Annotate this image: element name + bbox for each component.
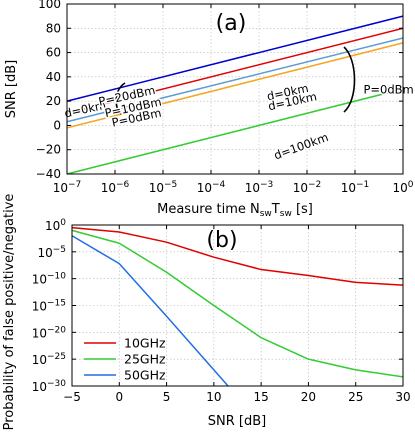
panel-a-ytick-label: −20 <box>36 143 61 157</box>
panel-a-xtick-label: 10−6 <box>101 180 130 195</box>
panel-a-xtick-label: 10−5 <box>149 180 178 195</box>
legend-label-2: 50GHz <box>124 368 166 383</box>
panel-b-ticks: −5 0 5 10 15 20 25 30 10−30 10−25 10−20 10−15 10−10 1… <box>32 218 411 404</box>
panel-b-xtick-label: 20 <box>301 390 316 404</box>
panel-a-xtick-label: 10−1 <box>341 180 370 195</box>
panel-b-xtick-label: 5 <box>163 390 171 404</box>
panel-b-xtick-label: 30 <box>395 390 410 404</box>
panel-a-series-line-4 <box>66 88 404 175</box>
panel-b-ytick-label: 10−10 <box>32 272 67 287</box>
panel-b-xtick-label: 15 <box>254 390 269 404</box>
panel-a-ytick-label: 100 <box>38 0 61 11</box>
panel-b-label: (b) <box>206 228 237 253</box>
panel-b-series-line-2 <box>71 235 229 387</box>
panel-a-label: (a) <box>216 11 247 36</box>
legend-label-1: 25GHz <box>124 352 166 367</box>
panel-b-ytick-label: 10−5 <box>37 245 66 260</box>
panel-b: −5 0 5 10 15 20 25 30 10−30 10−25 10−20 10−15 10−10 1… <box>2 194 411 431</box>
panel-a-annotation-7: P=0dBm <box>363 83 413 97</box>
panel-a-ytick-label: 0 <box>53 118 61 132</box>
panel-b-series-line-1 <box>71 229 404 378</box>
panel-a-xtick-label: 10−4 <box>197 180 226 195</box>
panel-b-ytick-label: 10−30 <box>32 379 67 394</box>
panel-a-series-line-3 <box>66 42 404 129</box>
panel-a-series-line-1 <box>66 27 404 115</box>
panel-a-ytick-label: 60 <box>46 46 61 60</box>
panel-a-xlabel: Measure time NswTsw [s] <box>157 202 313 219</box>
brace-left <box>115 82 126 115</box>
panel-a-xtick-label: 10−7 <box>53 180 82 195</box>
panel-b-xtick-label: 0 <box>115 390 123 404</box>
panel-a-ytick-label: 80 <box>46 21 61 35</box>
brace-right <box>343 46 356 113</box>
panel-a-annotations: d=0kmP=20dBmP=10dBmP=0dBmd=0kmd=10kmd=10… <box>62 79 415 164</box>
panel-b-ytick-label: 10−20 <box>32 325 67 340</box>
panel-b-xlabel: SNR [dB] <box>208 414 266 429</box>
panel-a-ytick-label: 20 <box>46 94 61 108</box>
panel-a-series <box>66 15 404 175</box>
panel-a-annotation-6: d=100km <box>272 130 330 163</box>
panel-b-xtick-label: 10 <box>206 390 221 404</box>
panel-b-xtick-label: −5 <box>63 390 81 404</box>
panel-a-ytick-label: −40 <box>36 167 61 181</box>
panel-b-ytick-label: 100 <box>45 218 66 233</box>
panel-a-xtick-label: 10−3 <box>245 180 274 195</box>
panel-a-ticks: 10−7 10−6 10−5 10−4 10−3 10−2 10−1 100 −40 −20 0 20… <box>36 0 414 195</box>
panel-a-braces <box>115 46 356 115</box>
legend-label-0: 10GHz <box>124 336 166 351</box>
panel-b-xtick-label: 25 <box>348 390 363 404</box>
panel-b-ytick-label: 10−15 <box>32 299 66 314</box>
panel-a-xtick-label: 100 <box>392 180 413 195</box>
panel-b-series <box>71 226 404 387</box>
panel-b-series-line-0 <box>71 226 404 286</box>
panel-a-ylabel: SNR [dB] <box>4 60 19 118</box>
panel-b-ytick-label: 10−25 <box>32 352 66 367</box>
panel-a-frame <box>66 3 404 175</box>
panel-a-xtick-label: 10−2 <box>293 180 322 195</box>
panel-b-ylabel: Probability of false positive/negative <box>2 194 17 431</box>
panel-a-series-line-0 <box>66 15 404 102</box>
panel-a-series-line-2 <box>66 37 404 123</box>
panel-a-ytick-label: 40 <box>46 70 61 84</box>
panel-a: d=0kmP=20dBmP=10dBmP=0dBmd=0kmd=10kmd=10… <box>4 0 415 219</box>
